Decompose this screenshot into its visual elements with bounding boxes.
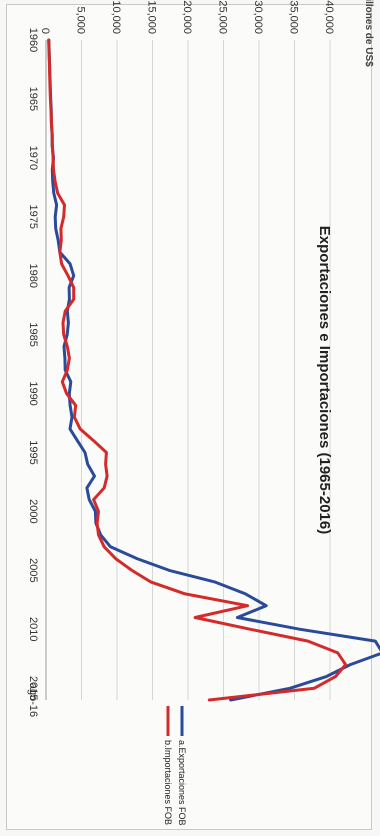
legend-label: a.Exportaciones FOB — [177, 740, 187, 826]
y-tick-label: 10,000 — [110, 0, 122, 34]
series-lines — [47, 38, 380, 702]
y-tick-label: 25,000 — [217, 0, 229, 34]
x-tick-label: 1965 — [27, 87, 39, 111]
x-tick-label: ago-16 — [27, 683, 39, 717]
x-tick-label: 1980 — [27, 263, 39, 287]
y-tick-label: 40,000 — [323, 0, 335, 34]
x-tick-label: 2000 — [27, 499, 39, 523]
x-tick-label: 1960 — [27, 28, 39, 52]
y-tick-label: 0 — [39, 28, 51, 34]
x-tick-label: 1975 — [27, 205, 39, 229]
y-tick-label: 35,000 — [288, 0, 300, 34]
x-tick-label: 2010 — [27, 617, 39, 641]
x-tick-label: 1970 — [27, 146, 39, 170]
y-tick-label: 15,000 — [146, 0, 158, 34]
tick-labels: 0 5,000 10,000 15,000 20,000 25,000 30,000 35,0… — [27, 0, 335, 717]
x-tick-label: 2015 — [27, 676, 39, 700]
x-tick-label: 1985 — [27, 322, 39, 346]
legend-label: b.Importaciones FOB — [163, 740, 173, 825]
chart-frame — [6, 4, 372, 830]
chart-title: Exportaciones e Importaciones (1965-2016… — [316, 226, 333, 534]
x-tick-label: 1995 — [27, 440, 39, 464]
y-tick-label: 5,000 — [75, 6, 87, 34]
y-tick-label: 20,000 — [181, 0, 193, 34]
y-tick-label: 30,000 — [252, 0, 264, 34]
series-line-importaciones — [47, 38, 348, 702]
x-tick-label: 1990 — [27, 381, 39, 405]
legend: a.Exportaciones FOB b.Importaciones FOB — [163, 706, 187, 826]
x-tick-label: 2005 — [27, 558, 39, 582]
y-axis-unit-label: Millones de US$ — [363, 0, 374, 67]
gridlines — [81, 40, 331, 700]
